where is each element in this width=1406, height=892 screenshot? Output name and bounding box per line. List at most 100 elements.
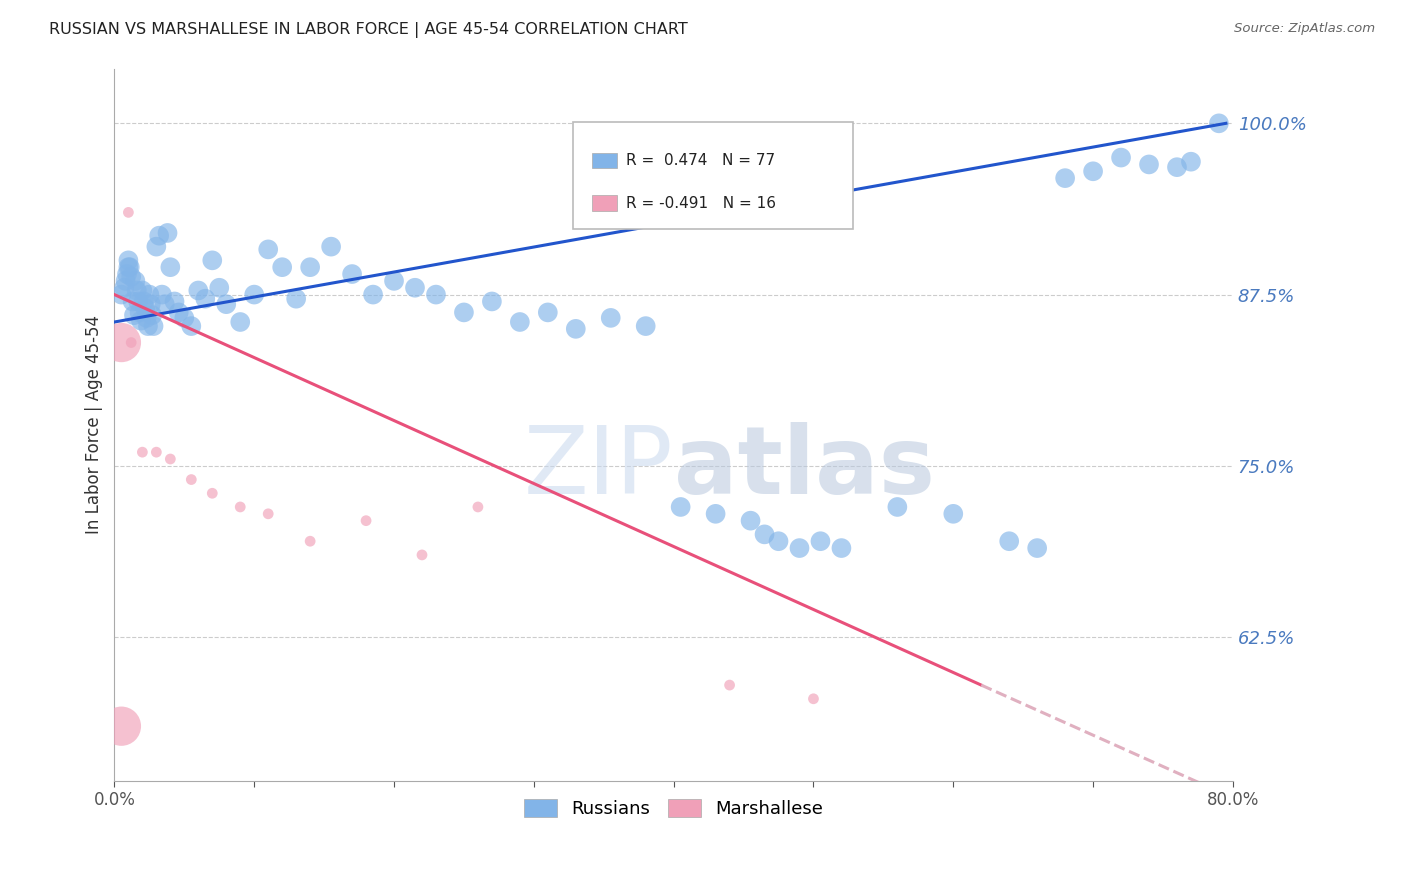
Point <box>998 534 1021 549</box>
Point <box>114 274 136 288</box>
Point <box>718 678 741 692</box>
Text: Source: ZipAtlas.com: Source: ZipAtlas.com <box>1234 22 1375 36</box>
Point <box>187 284 209 298</box>
Point <box>208 281 231 295</box>
Point <box>467 500 489 514</box>
Point <box>404 281 426 295</box>
Point <box>942 507 965 521</box>
Point <box>215 297 238 311</box>
Point <box>754 527 776 541</box>
Legend: Russians, Marshallese: Russians, Marshallese <box>517 791 830 825</box>
Point <box>110 287 132 301</box>
Point <box>299 260 322 275</box>
Point <box>201 486 224 500</box>
Text: RUSSIAN VS MARSHALLESE IN LABOR FORCE | AGE 45-54 CORRELATION CHART: RUSSIAN VS MARSHALLESE IN LABOR FORCE | … <box>49 22 688 38</box>
Point <box>229 315 252 329</box>
Point <box>285 292 308 306</box>
Point <box>257 243 280 257</box>
FancyBboxPatch shape <box>592 153 617 169</box>
Point <box>173 310 195 325</box>
Point <box>167 305 190 319</box>
Point <box>159 452 181 467</box>
Point <box>141 308 163 322</box>
Point <box>1026 541 1049 555</box>
Point <box>354 514 377 528</box>
Point <box>132 294 155 309</box>
Point <box>131 445 153 459</box>
Point <box>271 260 294 275</box>
Point <box>136 319 159 334</box>
Point <box>120 335 142 350</box>
Text: R = -0.491   N = 16: R = -0.491 N = 16 <box>626 196 776 211</box>
Point <box>299 534 322 549</box>
Point <box>117 205 139 219</box>
Point <box>1166 160 1188 174</box>
Point <box>129 313 152 327</box>
Point <box>257 507 280 521</box>
Point <box>886 500 908 514</box>
Point <box>669 500 692 514</box>
Point <box>803 691 825 706</box>
Point <box>117 260 139 275</box>
Point <box>142 319 165 334</box>
Point <box>453 305 475 319</box>
Point <box>382 274 405 288</box>
Point <box>180 319 202 334</box>
Point <box>740 514 762 528</box>
FancyBboxPatch shape <box>592 195 617 211</box>
Point <box>121 294 143 309</box>
Point <box>135 310 157 325</box>
Text: R =  0.474   N = 77: R = 0.474 N = 77 <box>626 153 775 168</box>
Point <box>194 292 217 306</box>
Point <box>138 287 160 301</box>
Point <box>634 319 657 334</box>
Point <box>134 301 156 316</box>
Point <box>127 294 149 309</box>
Point <box>150 287 173 301</box>
Point <box>340 267 363 281</box>
Point <box>120 269 142 284</box>
Point <box>145 445 167 459</box>
Point <box>599 310 621 325</box>
Point <box>411 548 433 562</box>
Point <box>830 541 852 555</box>
Point <box>163 294 186 309</box>
Point <box>145 240 167 254</box>
Point <box>180 473 202 487</box>
Point <box>118 260 141 275</box>
Point <box>1137 157 1160 171</box>
Point <box>201 253 224 268</box>
Point <box>229 500 252 514</box>
Point <box>112 281 135 295</box>
FancyBboxPatch shape <box>574 122 852 229</box>
Point <box>565 322 588 336</box>
Point <box>153 297 176 311</box>
Point <box>125 284 148 298</box>
Point <box>117 253 139 268</box>
Point <box>159 260 181 275</box>
Point <box>139 297 162 311</box>
Point <box>1054 171 1077 186</box>
Point <box>361 287 384 301</box>
Point <box>156 226 179 240</box>
Point <box>1180 154 1202 169</box>
Point <box>1109 151 1132 165</box>
Point <box>128 305 150 319</box>
Point <box>425 287 447 301</box>
Point <box>704 507 727 521</box>
Text: ZIP: ZIP <box>524 422 673 514</box>
Point <box>131 284 153 298</box>
Point <box>1208 116 1230 130</box>
Point <box>110 335 132 350</box>
Point <box>124 274 146 288</box>
Y-axis label: In Labor Force | Age 45-54: In Labor Force | Age 45-54 <box>86 315 103 534</box>
Point <box>1081 164 1104 178</box>
Text: atlas: atlas <box>673 422 935 514</box>
Point <box>537 305 560 319</box>
Point <box>789 541 811 555</box>
Point <box>321 240 343 254</box>
Point <box>122 308 145 322</box>
Point <box>243 287 266 301</box>
Point <box>481 294 503 309</box>
Point <box>110 719 132 733</box>
